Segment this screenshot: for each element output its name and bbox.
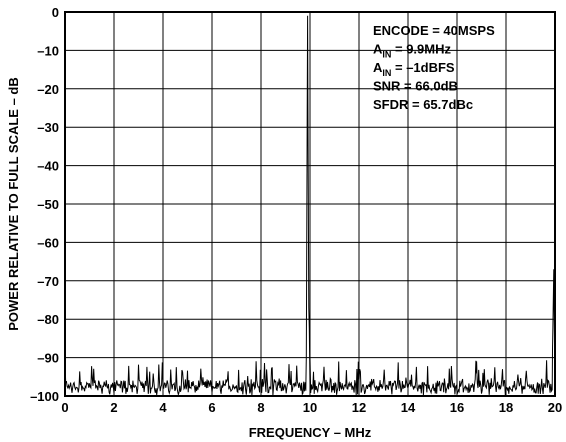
x-tick-label: 0 [61,400,68,415]
annotation-line: AIN = –1dBFS [373,60,455,78]
x-tick-label: 14 [401,400,416,415]
spectrum-trace [64,15,556,396]
y-tick-label: –100 [30,389,59,404]
y-tick-label: –20 [37,82,59,97]
y-tick-label: –70 [37,274,59,289]
annotation-line: ENCODE = 40MSPS [373,23,495,38]
plot-frame [64,11,556,397]
x-tick-label: 12 [352,400,366,415]
x-axis-label: FREQUENCY – MHz [249,425,372,440]
x-tick-label: 6 [208,400,215,415]
y-tick-label: –30 [37,120,59,135]
annotation-line: SNR = 66.0dB [373,79,458,94]
y-tick-label: –50 [37,197,59,212]
x-tick-label: 8 [257,400,264,415]
y-tick-label: –60 [37,235,59,250]
annotation-line: SFDR = 65.7dBc [373,97,473,112]
y-tick-label: –40 [37,159,59,174]
x-tick-label: 16 [450,400,464,415]
x-tick-label: 4 [159,400,167,415]
y-tick-label: –90 [37,351,59,366]
x-tick-label: 20 [548,400,562,415]
y-tick-label: –80 [37,312,59,327]
annotation-line: AIN = 9.9MHz [373,42,451,60]
y-axis-label: POWER RELATIVE TO FULL SCALE – dB [6,77,21,331]
y-tick-label: 0 [52,5,59,20]
x-tick-label: 18 [499,400,513,415]
y-tick-label: –10 [37,43,59,58]
x-tick-label: 10 [303,400,317,415]
y-tick-labels: 0 –10 –20 –30 –40 –50 –60 –70 –80 –90 –100 [30,5,59,404]
x-tick-labels: 0 2 4 6 8 10 12 14 16 18 20 [61,400,562,415]
x-tick-label: 2 [110,400,117,415]
